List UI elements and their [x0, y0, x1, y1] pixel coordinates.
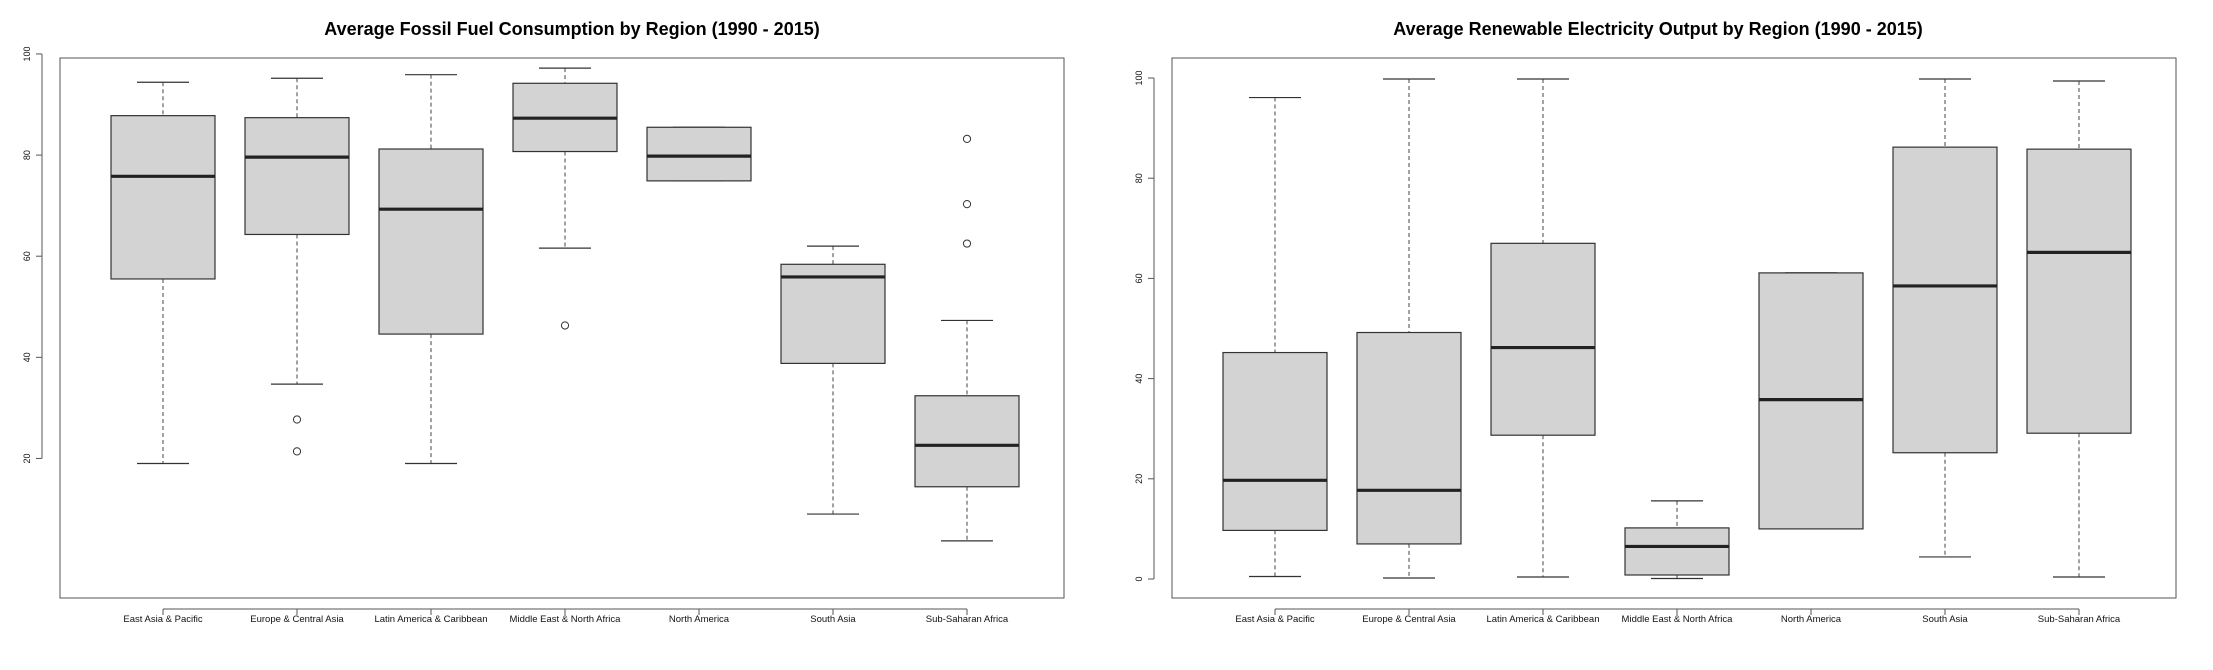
x-category-label-fossil-fuel: South Asia — [810, 614, 856, 625]
iqr-box — [1222, 351, 1328, 532]
box-fossil-fuel-6 — [914, 134, 1020, 542]
box-renewable-output-4 — [1758, 272, 1864, 530]
outlier-point — [292, 447, 302, 456]
iqr-box — [244, 117, 350, 236]
box-renewable-output-2 — [1490, 78, 1596, 578]
x-category-label-fossil-fuel: Latin America & Caribbean — [374, 614, 487, 625]
x-category-label-fossil-fuel: Middle East & North Africa — [510, 614, 622, 625]
x-category-label-fossil-fuel: East Asia & Pacific — [123, 614, 202, 625]
outlier-point — [560, 321, 570, 330]
box-fossil-fuel-0 — [110, 81, 216, 465]
y-tick-label-fossil-fuel: 60 — [22, 251, 32, 261]
y-tick-label-renewable-output: 100 — [1134, 70, 1144, 85]
x-category-label-renewable-output: Latin America & Caribbean — [1486, 614, 1599, 625]
renewable-output-boxplot-panel: Average Renewable Electricity Output by … — [1134, 19, 2177, 625]
box-fossil-fuel-1 — [244, 77, 350, 456]
x-category-label-renewable-output: Europe & Central Asia — [1362, 614, 1456, 625]
box-renewable-output-6 — [2026, 80, 2132, 578]
iqr-box — [1356, 331, 1462, 545]
chart-title-renewable-output: Average Renewable Electricity Output by … — [1393, 19, 1923, 39]
iqr-box — [780, 263, 886, 364]
y-tick-label-fossil-fuel: 20 — [22, 453, 32, 463]
box-fossil-fuel-2 — [378, 74, 484, 465]
iqr-box — [914, 395, 1020, 488]
iqr-box — [2026, 148, 2132, 434]
box-renewable-output-5 — [1892, 78, 1998, 558]
x-category-label-renewable-output: South Asia — [1922, 614, 1968, 625]
box-renewable-output-1 — [1356, 78, 1462, 579]
x-category-label-fossil-fuel: Europe & Central Asia — [250, 614, 344, 625]
y-tick-label-fossil-fuel: 80 — [22, 150, 32, 160]
plot-frame-fossil-fuel — [59, 57, 1065, 599]
iqr-box — [1624, 527, 1730, 576]
iqr-box — [110, 115, 216, 280]
x-category-label-renewable-output: North America — [1781, 614, 1842, 625]
y-tick-label-renewable-output: 80 — [1134, 173, 1144, 183]
y-tick-label-renewable-output: 20 — [1134, 474, 1144, 484]
iqr-box — [1892, 146, 1998, 454]
x-category-label-fossil-fuel: North America — [669, 614, 730, 625]
outlier-point — [962, 134, 972, 143]
x-category-label-renewable-output: Sub-Saharan Africa — [2038, 614, 2121, 625]
y-tick-label-fossil-fuel: 40 — [22, 352, 32, 362]
y-tick-label-renewable-output: 60 — [1134, 273, 1144, 283]
y-tick-label-renewable-output: 40 — [1134, 374, 1144, 384]
iqr-box — [646, 126, 752, 182]
outlier-point — [962, 239, 972, 248]
x-category-label-renewable-output: Middle East & North Africa — [1622, 614, 1734, 625]
box-fossil-fuel-3 — [512, 67, 618, 330]
y-tick-label-renewable-output: 0 — [1134, 576, 1144, 581]
fossil-fuel-boxplot-panel: Average Fossil Fuel Consumption by Regio… — [22, 19, 1065, 625]
plot-frame-renewable-output — [1171, 57, 2177, 599]
box-fossil-fuel-5 — [780, 245, 886, 515]
outlier-point — [962, 200, 972, 209]
box-fossil-fuel-4 — [646, 126, 752, 182]
chart-title-fossil-fuel: Average Fossil Fuel Consumption by Regio… — [324, 19, 819, 39]
y-tick-label-fossil-fuel: 100 — [22, 46, 32, 61]
x-category-label-renewable-output: East Asia & Pacific — [1235, 614, 1314, 625]
outlier-point — [292, 415, 302, 424]
box-renewable-output-3 — [1624, 500, 1730, 580]
x-category-label-fossil-fuel: Sub-Saharan Africa — [926, 614, 1009, 625]
iqr-box — [378, 148, 484, 335]
box-renewable-output-0 — [1222, 96, 1328, 578]
iqr-box — [1490, 242, 1596, 436]
